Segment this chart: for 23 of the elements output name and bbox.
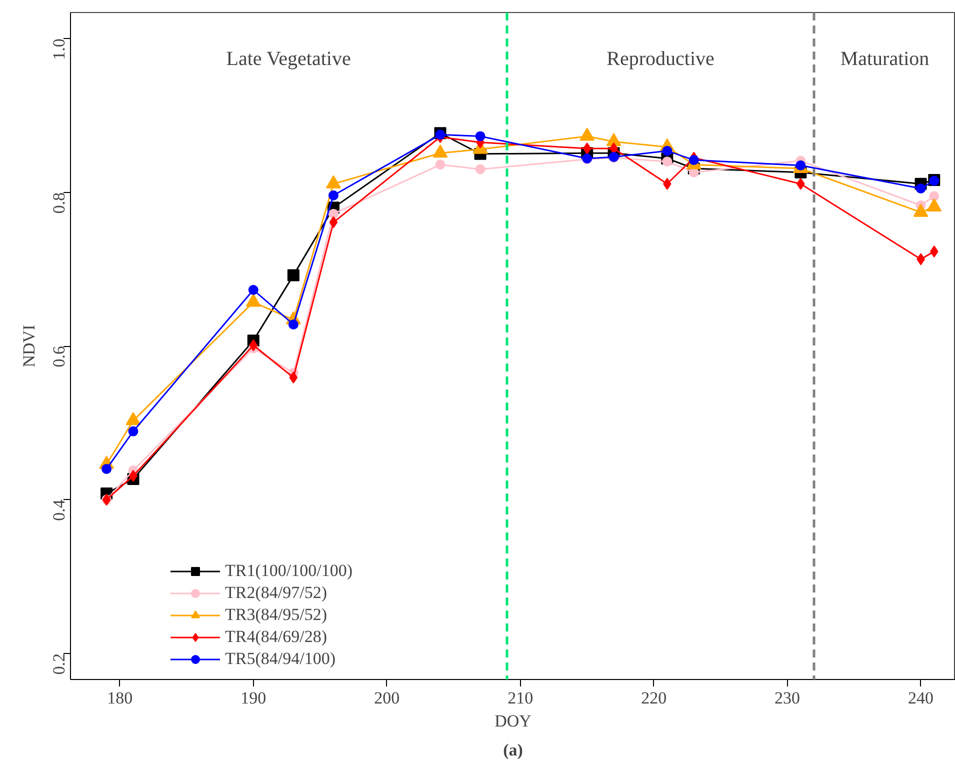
- y-tick-label: 0.2: [50, 653, 68, 675]
- annotation: Maturation: [840, 48, 930, 70]
- y-tick-label: 0.6: [50, 346, 68, 368]
- legend-label: TR5(84/94/100): [225, 649, 336, 669]
- annotation: Reproductive: [606, 48, 714, 70]
- legend-label: TR1(100/100/100): [225, 561, 352, 581]
- y-tick-label: 0.4: [50, 499, 68, 521]
- legend-label: TR2(84/97/52): [225, 583, 327, 603]
- y-tick-label: 0.8: [50, 192, 68, 214]
- x-axis-title: DOY: [494, 712, 532, 730]
- x-tick-label: 230: [774, 688, 800, 708]
- x-tick-label: 180: [107, 688, 133, 708]
- x-tick-label: 200: [374, 688, 400, 708]
- legend-label: TR3(84/95/52): [225, 605, 327, 625]
- legend-label: TR4(84/69/28): [225, 627, 327, 647]
- text: (a): [503, 740, 523, 760]
- x-tick-label: 210: [508, 688, 534, 708]
- x-tick-label: 190: [240, 688, 266, 708]
- x-tick-label: 240: [908, 688, 934, 708]
- y-axis-title: NDVI: [20, 324, 38, 368]
- annotation: Late Vegetative: [226, 48, 351, 70]
- x-tick-label: 220: [641, 688, 667, 708]
- y-tick-label: 1.0: [50, 38, 68, 60]
